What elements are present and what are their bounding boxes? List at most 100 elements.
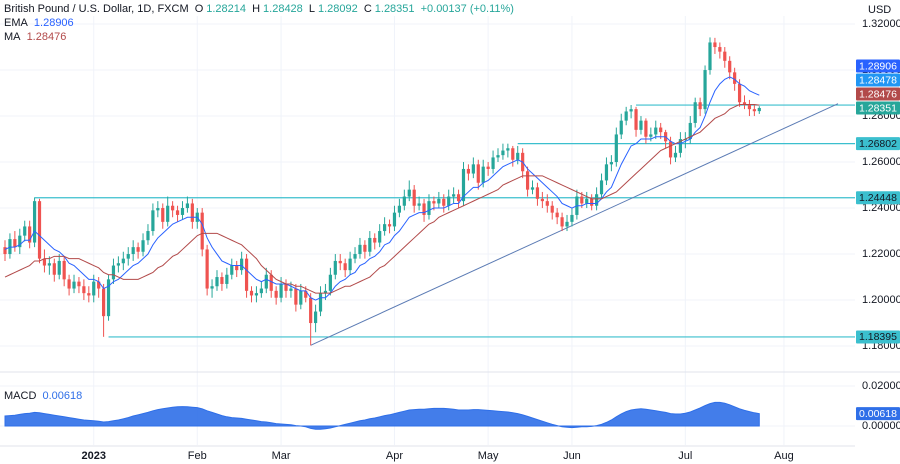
ohlc-label: C <box>363 3 372 15</box>
candle-body <box>57 260 61 275</box>
symbol-title: British Pound / U.S. Dollar, 1D, FXCM <box>4 3 189 15</box>
line-value-label: 1.28476 <box>859 88 897 100</box>
candle-body <box>42 258 47 266</box>
last-price-label-bg <box>856 101 900 115</box>
candle-body <box>629 109 633 112</box>
candle-body <box>540 198 544 202</box>
candle-body <box>67 279 71 289</box>
candle-body <box>97 281 101 289</box>
candle-body <box>185 203 190 209</box>
candle-body <box>383 224 387 232</box>
candle-body <box>659 127 663 133</box>
candle-body <box>304 290 308 298</box>
candle-body <box>220 277 224 284</box>
level-label-bg <box>856 330 900 344</box>
candle-body <box>23 226 27 236</box>
candle-body <box>422 203 426 215</box>
candle-body <box>279 283 283 298</box>
candle-body <box>32 201 37 243</box>
candle-body <box>77 281 81 287</box>
candle-body <box>511 148 515 160</box>
candle-body <box>215 277 219 287</box>
candle-body <box>496 155 500 158</box>
candle-body <box>180 208 185 215</box>
candle-body <box>525 171 530 190</box>
candle-body <box>604 164 609 181</box>
level-label: 1.26802 <box>859 138 897 150</box>
candle-body <box>284 283 288 291</box>
candle-body <box>688 122 692 140</box>
candle-body <box>205 249 209 289</box>
candle-body <box>294 288 298 305</box>
candle-body <box>555 212 559 218</box>
x-tick-label: Feb <box>188 450 207 462</box>
candle-body <box>673 152 678 158</box>
candle-body <box>269 274 273 291</box>
candle-body <box>240 258 244 271</box>
ohlc-label: O <box>194 3 204 15</box>
candle-body <box>708 42 712 71</box>
y-tick-label: 1.20000 <box>862 294 900 306</box>
ohlc-value: 1.28092 <box>317 3 358 15</box>
y-tick-label: 1.32000 <box>862 18 900 30</box>
candle-body <box>82 286 86 294</box>
candle-body <box>151 210 155 232</box>
candle-body <box>72 281 76 289</box>
candle-body <box>121 258 125 264</box>
x-tick-label: Mar <box>272 450 291 462</box>
candle-body <box>235 265 239 271</box>
x-tick-label: May <box>478 450 499 462</box>
candle-body <box>141 240 145 252</box>
candle-body <box>427 201 431 215</box>
candle-body <box>747 104 752 110</box>
candle-body <box>254 293 259 296</box>
candle-body <box>52 263 56 275</box>
candle-body <box>323 290 328 294</box>
ohlc-value: 1.28214 <box>206 3 247 15</box>
candle-body <box>560 217 564 227</box>
candle-body <box>363 244 367 252</box>
candle-body <box>599 180 604 195</box>
candle-body <box>565 221 569 227</box>
candle-body <box>126 254 130 259</box>
candle-body <box>407 189 411 197</box>
candle-body <box>757 107 761 112</box>
candle-body <box>545 201 549 206</box>
candle-body <box>713 42 717 48</box>
candle-body <box>752 109 756 112</box>
candle-body <box>654 127 658 135</box>
candle-body <box>328 274 332 291</box>
candle-body <box>728 60 732 73</box>
macd-value-label: 0.00618 <box>859 408 897 420</box>
candle-body <box>570 214 574 222</box>
x-tick-label: Apr <box>386 450 403 462</box>
candle-body <box>8 239 12 255</box>
level-label: 1.18395 <box>859 331 897 343</box>
legend-value: 1.28476 <box>26 31 67 43</box>
candle-body <box>580 196 584 204</box>
x-tick-label: 2023 <box>81 450 105 462</box>
candle-body <box>333 260 337 275</box>
candle-body <box>106 279 111 317</box>
candle-body <box>614 134 618 163</box>
candle-body <box>225 274 229 284</box>
candle-body <box>175 210 180 215</box>
candle-body <box>742 102 747 105</box>
candle-body <box>644 120 648 137</box>
ohlc-value: 1.28428 <box>263 3 303 15</box>
candle-body <box>397 205 401 213</box>
candle-body <box>230 265 234 275</box>
candle-body <box>491 157 495 169</box>
candle-body <box>550 205 554 213</box>
candle-body <box>62 260 66 280</box>
candle-body <box>131 247 135 255</box>
candle-body <box>343 263 347 271</box>
candle-body <box>392 212 397 227</box>
candle-body <box>506 148 510 151</box>
y-tick-label: 0.00000 <box>862 420 900 432</box>
candle-body <box>387 224 392 227</box>
line-value-label-bg <box>856 59 900 73</box>
candle-body <box>210 286 214 289</box>
candle-body <box>693 102 697 123</box>
